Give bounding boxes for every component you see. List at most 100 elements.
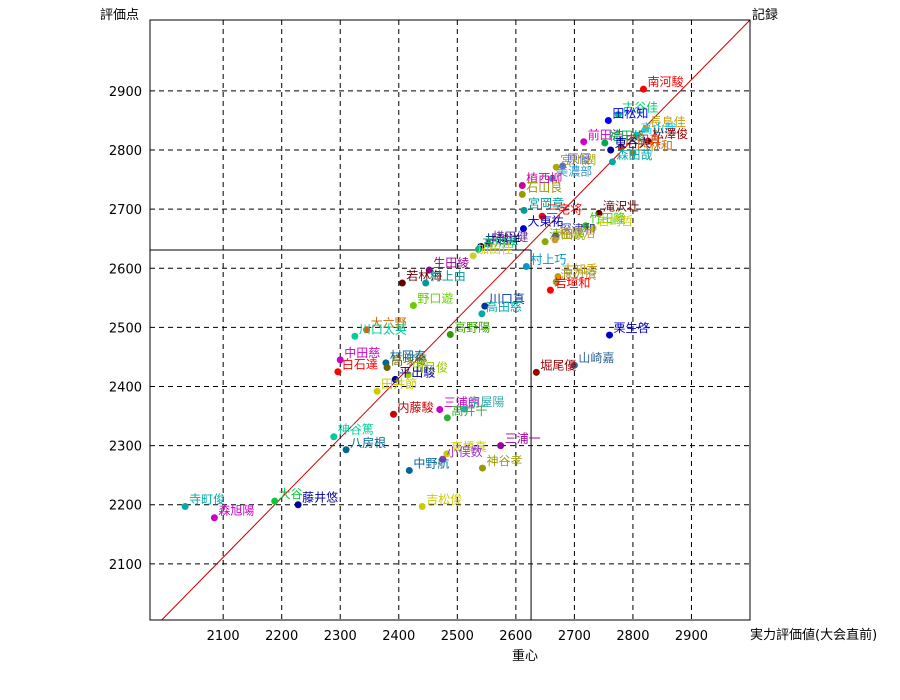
plot-frame: [149, 19, 751, 621]
y-tick-label: 2700: [109, 203, 142, 218]
point-label: 長島佳: [650, 114, 686, 129]
point-label: 神谷孝: [486, 454, 522, 468]
point-label: 原優: [567, 152, 591, 166]
point-label: 広田真: [625, 133, 661, 147]
data-point: [474, 245, 482, 253]
data-point: [518, 190, 526, 198]
centroid-label: 重心: [512, 648, 538, 664]
record-line: [161, 19, 751, 621]
data-point: [210, 514, 218, 522]
point-label: 平出駿: [399, 365, 435, 379]
data-point: [330, 433, 338, 441]
x-tick-label: 2900: [675, 629, 708, 644]
data-point: [271, 497, 279, 505]
point-label: 宮岡章: [528, 195, 564, 210]
data-point: [607, 146, 615, 154]
y-tick-label: 2600: [109, 262, 142, 277]
x-tick-label: 2400: [382, 629, 415, 644]
point-label: 小俣数: [447, 444, 483, 459]
data-point: [481, 302, 489, 310]
y-tick-label: 2500: [109, 321, 142, 336]
data-point: [373, 387, 381, 395]
point-label: 川口太英: [359, 321, 407, 336]
data-point: [363, 326, 371, 334]
point-label: 若林海: [406, 268, 442, 283]
data-point: [629, 149, 637, 157]
data-point: [559, 162, 567, 170]
data-point: [551, 236, 559, 244]
point-label: 滝沢壮: [603, 199, 639, 213]
x-tick-label: 2200: [265, 629, 298, 644]
point-label: 三浦朗: [444, 396, 480, 410]
data-point: [443, 450, 451, 458]
point-label: 田井節: [381, 376, 417, 391]
point-label: 福田修: [609, 128, 645, 143]
point-label: 藤井悠: [302, 490, 338, 505]
x-tick-label: 2800: [616, 629, 649, 644]
point-label: 井越洋: [485, 231, 521, 246]
x-tick-label: 2300: [324, 629, 357, 644]
x-tick-label: 2700: [558, 629, 591, 644]
data-point: [520, 206, 528, 214]
data-point: [294, 501, 302, 509]
x-axis-title: 実力評価値(大会直前): [750, 627, 877, 643]
data-point: [595, 209, 603, 217]
y-tick-label: 2200: [109, 499, 142, 514]
data-point: [422, 279, 430, 287]
data-point: [342, 446, 350, 454]
data-point: [518, 182, 526, 190]
point-label: 美濃部: [556, 163, 592, 178]
point-label: 西林和: [637, 139, 673, 153]
x-tick-label: 2100: [207, 629, 240, 644]
grid-lines: [150, 20, 750, 620]
centroid-lines: [150, 249, 532, 620]
data-point: [642, 125, 650, 133]
point-label: 古谷佳: [622, 100, 658, 115]
point-label: 村岡泰: [390, 349, 426, 363]
point-label: 稲原浩: [559, 226, 595, 240]
point-label: 東谷大: [615, 136, 651, 150]
data-point: [601, 139, 609, 147]
point-label: 高塚優: [391, 353, 427, 368]
point-label: 高井千: [451, 403, 487, 418]
point-label: 内藤駿: [398, 400, 434, 414]
data-point: [404, 371, 412, 379]
point-label: 田松知: [612, 106, 648, 120]
point-label: 三宅将: [546, 201, 582, 216]
data-point: [632, 131, 640, 139]
point-label: 前田浩: [588, 127, 624, 142]
point-label: 古知秀: [562, 262, 598, 277]
point-label: 栗生啓: [614, 320, 650, 335]
data-point: [484, 240, 492, 248]
data-point: [604, 116, 612, 124]
data-point: [383, 364, 391, 372]
point-label: 大東祐: [527, 215, 563, 229]
data-point: [425, 266, 433, 274]
point-label: 森田哉: [616, 147, 652, 162]
point-label: 吉松俊: [426, 492, 462, 507]
data-point: [181, 503, 189, 511]
point-label: 生田綾: [433, 255, 469, 270]
y-tick-label: 2300: [109, 440, 142, 455]
data-point: [497, 442, 505, 450]
y-tick-label: 2900: [109, 85, 142, 100]
data-point: [522, 263, 530, 271]
point-label: 竹田隆: [590, 211, 626, 226]
diagonal-label: 記録: [752, 7, 778, 23]
point-label: 村上巧: [530, 253, 566, 267]
point-label: 村上由: [430, 269, 466, 283]
y-tick-label: 2400: [109, 381, 142, 396]
data-point: [589, 224, 597, 232]
x-tick-label: 2500: [441, 629, 474, 644]
point-label: 宮川潤: [560, 152, 596, 167]
data-point: [519, 225, 527, 233]
y-tick-label: 2800: [109, 144, 142, 159]
point-label: 高橋真: [451, 439, 487, 454]
data-point: [548, 174, 556, 182]
point-label: 三浦一: [505, 432, 541, 446]
point-label: 白石達: [342, 357, 378, 372]
data-point: [608, 158, 616, 166]
y-tick-label: 2100: [109, 558, 142, 573]
data-point: [405, 466, 413, 474]
